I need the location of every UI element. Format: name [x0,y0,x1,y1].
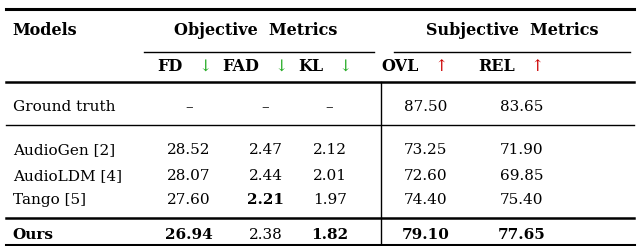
Text: 2.21: 2.21 [247,194,284,207]
Text: ↓: ↓ [275,58,288,75]
Text: 28.07: 28.07 [167,169,211,183]
Text: 26.94: 26.94 [165,228,212,242]
Text: 73.25: 73.25 [404,143,447,157]
Text: 75.40: 75.40 [500,194,543,207]
Text: 2.38: 2.38 [249,228,282,242]
Text: Ours: Ours [13,228,54,242]
Text: AudioLDM [4]: AudioLDM [4] [13,169,122,183]
Text: 2.47: 2.47 [249,143,282,157]
Text: 1.82: 1.82 [311,228,348,242]
Text: 83.65: 83.65 [500,100,543,114]
Text: 77.65: 77.65 [498,228,545,242]
Text: 74.40: 74.40 [404,194,447,207]
Text: OVL: OVL [382,58,419,75]
Text: 2.12: 2.12 [312,143,347,157]
Text: 71.90: 71.90 [500,143,543,157]
Text: 72.60: 72.60 [404,169,447,183]
Text: 2.44: 2.44 [248,169,283,183]
Text: 28.52: 28.52 [167,143,211,157]
Text: Subjective  Metrics: Subjective Metrics [426,22,598,39]
Text: FD: FD [157,58,182,75]
Text: 27.60: 27.60 [167,194,211,207]
Text: –: – [326,100,333,114]
Text: ↑: ↑ [531,58,544,75]
Text: AudioGen [2]: AudioGen [2] [13,143,115,157]
Text: Tango [5]: Tango [5] [13,194,86,207]
Text: FAD: FAD [222,58,259,75]
Text: 69.85: 69.85 [500,169,543,183]
Text: –: – [185,100,193,114]
Text: –: – [262,100,269,114]
Text: 2.01: 2.01 [312,169,347,183]
Text: 1.97: 1.97 [313,194,346,207]
Text: ↓: ↓ [339,58,352,75]
Text: Ground truth: Ground truth [13,100,115,114]
Text: ↓: ↓ [198,58,211,75]
Text: Objective  Metrics: Objective Metrics [174,22,338,39]
Text: 79.10: 79.10 [402,228,449,242]
Text: 87.50: 87.50 [404,100,447,114]
Text: ↑: ↑ [435,58,448,75]
Text: KL: KL [298,58,323,75]
Text: REL: REL [479,58,515,75]
Text: Models: Models [13,22,77,39]
